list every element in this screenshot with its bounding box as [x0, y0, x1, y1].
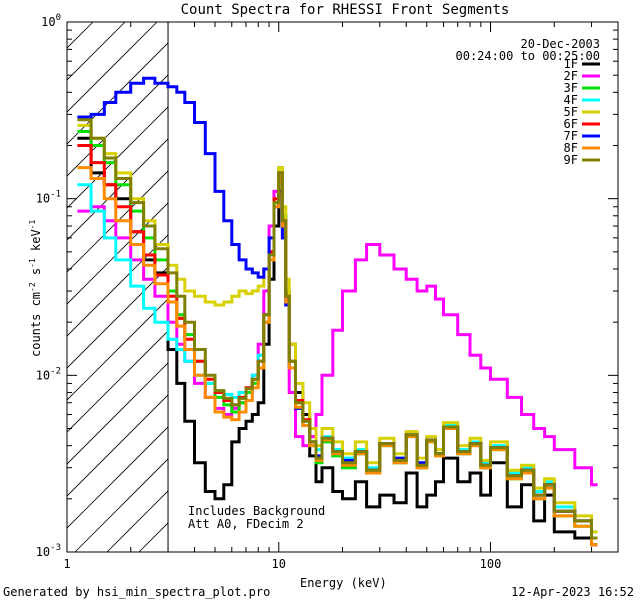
x-tick-label: 10: [272, 557, 286, 571]
hatch-line: [67, 202, 169, 305]
plot-frame: [66, 21, 619, 553]
y-tick-label: 100: [41, 13, 61, 29]
chart-title: Count Spectra for RHESSI Front Segments: [180, 2, 510, 18]
legend-label-5F: 5F: [564, 105, 578, 119]
hatch-line: [67, 106, 169, 209]
y-tick-label: 10-1: [36, 190, 61, 206]
series-line-1F: [77, 136, 598, 547]
series-line-9F: [77, 118, 598, 540]
x-tick-label: 1: [63, 557, 70, 571]
legend-label-7F: 7F: [564, 129, 578, 143]
legend-label-4F: 4F: [564, 93, 578, 107]
hatched-region: [0, 22, 640, 552]
hatch-line: [67, 234, 169, 337]
hatch-line: [74, 458, 169, 552]
x-tick-label: 100: [480, 557, 502, 571]
hatch-line: [0, 22, 29, 552]
footer-generator: Generated by hsi_min_spectra_plot.pro: [3, 585, 271, 599]
x-axis-label: Energy (keV): [300, 576, 387, 590]
annotation-line-2: Att A0, FDecim 2: [188, 517, 304, 531]
footer-timestamp: 12-Apr-2023 16:52: [511, 585, 634, 599]
hatch-line: [235, 22, 640, 552]
annotation-line-1: Includes Background: [188, 504, 326, 518]
hatch-line: [67, 426, 169, 529]
hatch-line: [67, 22, 94, 49]
hatch-line: [67, 394, 169, 497]
hatch-line: [67, 266, 169, 369]
hatch-line: [67, 22, 158, 113]
observation-time-range: 00:24:00 to 00:25:00: [455, 49, 601, 63]
legend-label-3F: 3F: [564, 81, 578, 95]
legend-label-6F: 6F: [564, 117, 578, 131]
observation-date: 20-Dec-2003: [520, 37, 600, 51]
series-line-5F: [77, 123, 598, 534]
y-tick-label: 10-3: [36, 543, 61, 559]
legend-label-8F: 8F: [564, 141, 578, 155]
legend-label-9F: 9F: [564, 153, 578, 167]
hatch-line: [67, 74, 169, 177]
legend-label-2F: 2F: [564, 69, 578, 83]
legend-label-1F: 1F: [564, 57, 578, 71]
y-axis-label: counts cm-2 s-1 keV-1: [28, 220, 43, 357]
y-tick-label: 10-2: [36, 366, 61, 382]
hatch-line: [67, 42, 169, 145]
